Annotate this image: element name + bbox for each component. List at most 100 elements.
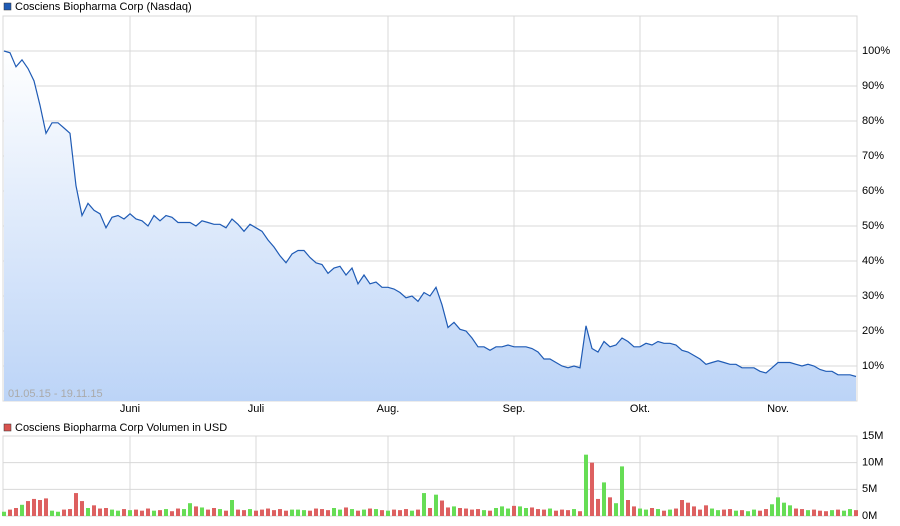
volume-bar (434, 494, 438, 516)
y-tick-label: 30% (862, 290, 884, 302)
volume-bar (206, 509, 210, 516)
volume-bar (632, 506, 636, 516)
volume-bar (242, 510, 246, 516)
y-tick-label: 40% (862, 255, 884, 267)
volume-bar (50, 510, 54, 516)
volume-bar (668, 509, 672, 516)
volume-bar (98, 508, 102, 516)
volume-bar (146, 508, 150, 516)
volume-bar (176, 508, 180, 516)
volume-bar (26, 501, 30, 516)
volume-bar (284, 510, 288, 516)
volume-bar (302, 510, 306, 516)
volume-bar (746, 511, 750, 516)
volume-bar (194, 506, 198, 516)
volume-bar (224, 510, 228, 516)
volume-bar (512, 505, 516, 516)
y-tick-label: 90% (862, 80, 884, 92)
volume-bar (44, 498, 48, 516)
volume-bar (812, 509, 816, 516)
volume-bar (770, 504, 774, 516)
volume-bar (482, 510, 486, 516)
volume-bar (170, 511, 174, 516)
volume-bar (140, 510, 144, 516)
volume-bar (596, 498, 600, 516)
volume-bar (788, 505, 792, 516)
volume-bar (518, 506, 522, 516)
y-tick-label: 0M (862, 510, 877, 522)
x-tick-label: Juli (248, 403, 265, 415)
legend-swatch (3, 2, 12, 11)
volume-bar (404, 509, 408, 516)
volume-bar (200, 507, 204, 516)
y-tick-label: 20% (862, 325, 884, 337)
y-tick-label: 5M (862, 483, 877, 495)
volume-bar (608, 497, 612, 516)
volume-bar (524, 508, 528, 516)
y-tick-label: 60% (862, 185, 884, 197)
x-tick-label: Aug. (377, 403, 400, 415)
volume-bar (416, 509, 420, 516)
volume-bar (818, 510, 822, 516)
volume-bar (692, 506, 696, 516)
volume-bar (80, 501, 84, 516)
volume-bar (20, 504, 24, 516)
volume-bar (764, 509, 768, 516)
volume-bar (650, 508, 654, 516)
volume-bar (326, 510, 330, 516)
volume-bar (230, 500, 234, 516)
volume-bar (704, 505, 708, 516)
volume-bar (626, 500, 630, 516)
volume-bar (104, 508, 108, 516)
volume-bar (368, 508, 372, 516)
volume-bar (584, 454, 588, 516)
volume-bar (92, 505, 96, 516)
volume-bar (134, 509, 138, 516)
volume-bar (590, 462, 594, 516)
volume-bar (488, 510, 492, 516)
volume-bar (458, 508, 462, 516)
x-tick-label: Sep. (503, 403, 526, 415)
volume-bar (236, 509, 240, 516)
volume-bar (824, 511, 828, 516)
volume-bar (548, 508, 552, 516)
volume-bar (362, 509, 366, 516)
volume-bar (602, 482, 606, 516)
y-tick-label: 70% (862, 150, 884, 162)
volume-bar (728, 509, 732, 516)
volume-bar (842, 510, 846, 516)
volume-bar (506, 508, 510, 516)
volume-bar (86, 508, 90, 516)
volume-bar (308, 510, 312, 516)
volume-bar (554, 510, 558, 516)
volume-bar (380, 510, 384, 516)
volume-bar (38, 500, 42, 516)
volume-bar (62, 509, 66, 516)
volume-bar (8, 509, 12, 516)
plot-frame (2, 435, 858, 517)
volume-bar (74, 493, 78, 516)
legend-label: Cosciens Biopharma Corp Volumen in USD (15, 422, 227, 434)
volume-bar (254, 510, 258, 516)
volume-bar (452, 506, 456, 516)
volume-bar (794, 508, 798, 516)
volume-bar (800, 509, 804, 516)
volume-bar (620, 466, 624, 516)
volume-bar (122, 509, 126, 516)
legend-label: Cosciens Biopharma Corp (Nasdaq) (15, 1, 192, 13)
volume-bar (152, 510, 156, 516)
volume-bar (278, 509, 282, 516)
volume-bar (320, 509, 324, 516)
volume-bar (656, 509, 660, 516)
volume-bar (182, 509, 186, 516)
volume-bar (440, 500, 444, 516)
volume-bar (332, 508, 336, 516)
volume-bar (188, 503, 192, 516)
volume-bar (350, 509, 354, 516)
volume-bar (572, 509, 576, 516)
volume-bar (410, 510, 414, 516)
volume-bar (272, 510, 276, 516)
price-line (3, 50, 857, 378)
volume-bar (14, 508, 18, 516)
volume-bar (662, 510, 666, 516)
